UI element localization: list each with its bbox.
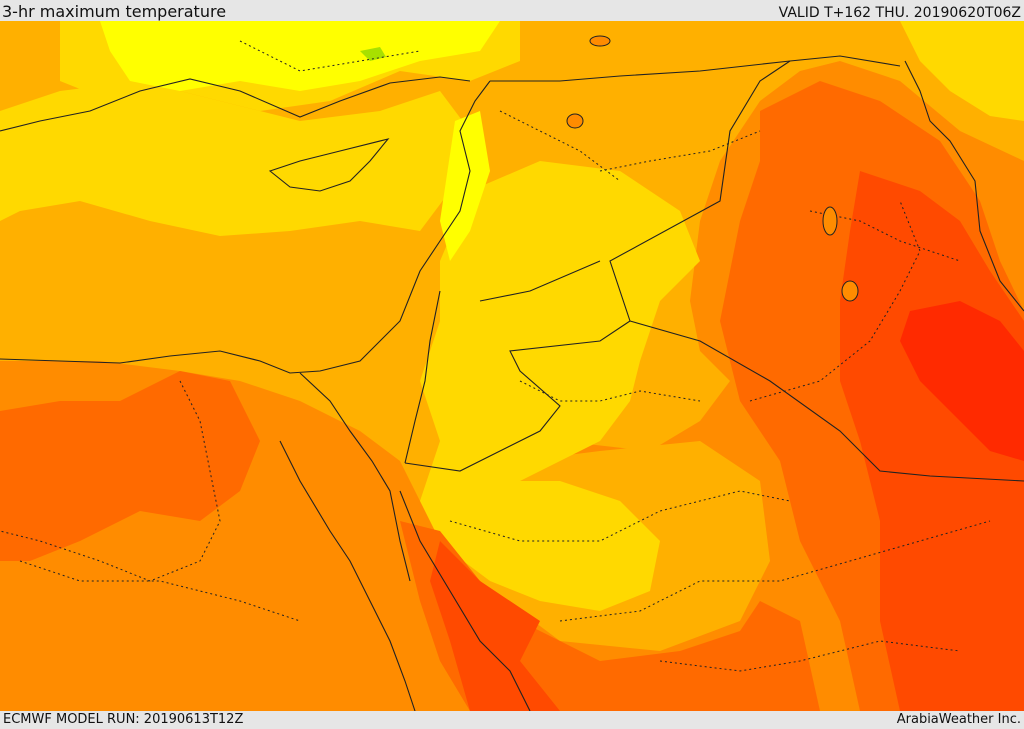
zone-bright-yellow-north [100,21,500,91]
boundary-dotted-5 [749,200,921,402]
persian-gulf-coast [904,60,1024,312]
sinai-coast [299,372,411,582]
temperature-map-canvas [0,21,1024,711]
zone-yellow-sea [0,81,470,236]
lake-1 [822,206,838,236]
map-title: 3-hr maximum temperature [2,2,227,21]
boundary-dotted-1 [0,380,221,582]
zone-red-orange-iraq [840,171,1024,711]
boundary-dotted-3 [449,490,791,542]
footer-bar: ECMWF MODEL RUN: 20190613T12Z ArabiaWeat… [0,711,1024,729]
gulf-of-suez [279,440,416,711]
zone-green-hint [360,47,386,61]
border-syria-turkey [490,55,901,82]
model-run-label: ECMWF MODEL RUN: 20190613T12Z [3,712,244,727]
turkey-coast [0,76,471,132]
boundary-dotted-2 [19,560,301,622]
zone-red-core [900,301,1024,461]
zone-dark-orange-egypt [0,371,260,561]
credit-label: ArabiaWeather Inc. [896,712,1021,727]
lake-4 [589,35,611,47]
boundary-dotted-4 [559,520,991,622]
lakes [566,35,859,302]
lake-2 [841,280,859,302]
lake-3 [566,113,584,129]
zone-yellow-central [420,161,700,541]
valid-time-label: VALID T+162 THU. 20190620T06Z [778,5,1021,21]
redsea-coast-east [399,490,531,711]
temperature-map[interactable] [0,21,1024,711]
boundary-dotted-6 [599,130,761,172]
mediterranean-coast-south [0,80,491,374]
coastlines [0,55,1024,711]
zone-yellow-arabia [430,481,660,611]
border-iraq-syria [479,260,601,302]
header-bar: 3-hr maximum temperature VALID T+162 THU… [0,0,1024,21]
zone-red-orange-south [430,541,560,711]
zone-yellow-east [900,21,1024,121]
border-iraq-saudi [629,320,1024,482]
cyprus [268,138,390,192]
border-jordan-saudi [404,60,791,472]
boundary-dotted-10 [659,640,961,672]
zone-bright-yellow-coast [440,111,490,261]
boundary-dotted-11 [519,380,701,402]
border-jordan-west [404,290,441,464]
